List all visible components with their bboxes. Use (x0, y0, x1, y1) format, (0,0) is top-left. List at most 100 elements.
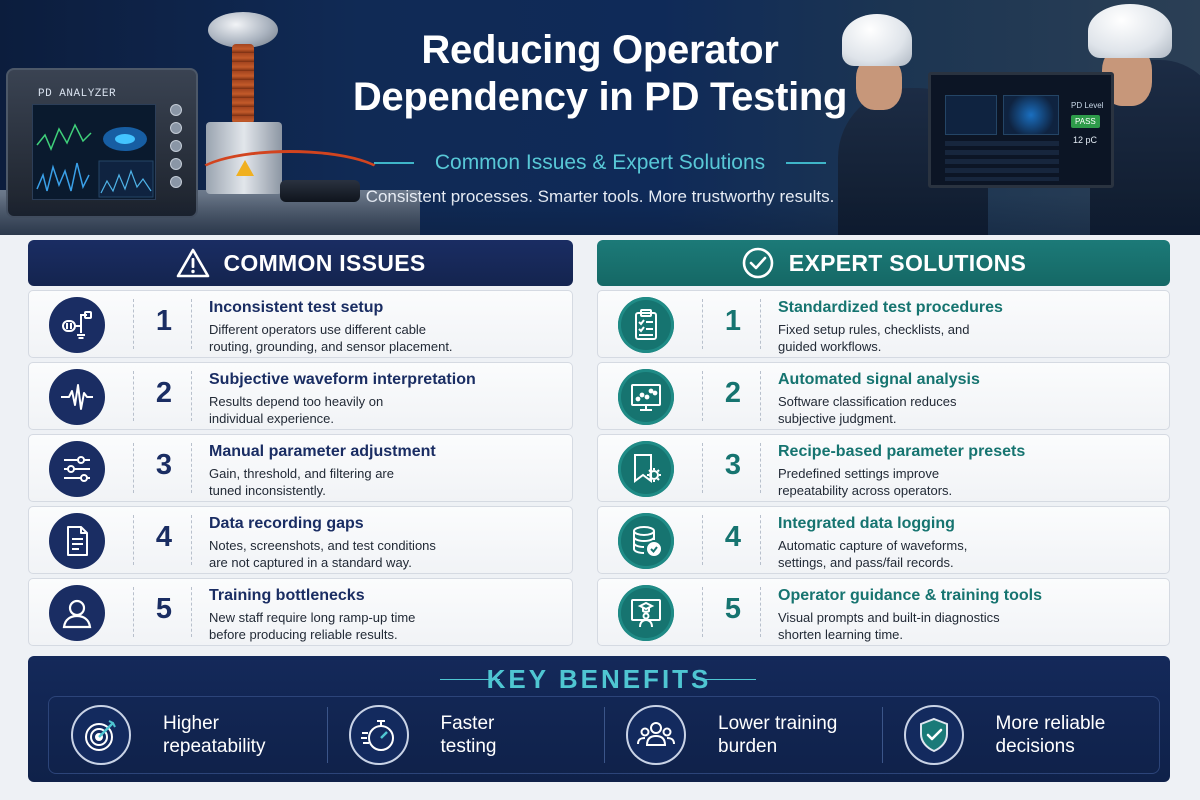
monitor-data-rows (945, 141, 1059, 181)
pass-status-badge: PASS (1071, 115, 1100, 128)
solution-number: 1 (724, 305, 742, 337)
stopwatch-icon (348, 705, 409, 765)
benefit-item: Higher repeatability (49, 697, 327, 773)
benefits-rule-right (696, 679, 756, 680)
common-issues-column: COMMON ISSUES 1 Inconsistent test setup … (28, 240, 573, 646)
benefits-rule-left (440, 679, 500, 680)
hv-bushing-insulator (232, 44, 254, 124)
page-title: Reducing Operator Dependency in PD Testi… (300, 27, 900, 121)
issue-title: Data recording gaps (209, 515, 364, 532)
issue-title: Training bottlenecks (209, 587, 365, 604)
monitor-waveform-plot (945, 95, 997, 135)
issue-description: Gain, threshold, and filtering are tuned … (209, 466, 394, 498)
solution-number: 3 (724, 449, 742, 481)
solution-title: Operator guidance & training tools (778, 587, 1043, 604)
common-issues-title: COMMON ISSUES (223, 249, 426, 276)
solution-title: Standardized test procedures (778, 299, 1003, 316)
key-benefits-panel: KEY BENEFITS Higher repeatability Faster t… (28, 656, 1170, 782)
waveform-icon (49, 369, 105, 425)
solution-title: Recipe-based parameter presets (778, 443, 1026, 460)
solution-card: 3 Recipe-based parameter presets Predefi… (597, 434, 1170, 502)
subtitle-row: Common Issues & Expert Solutions (370, 150, 830, 176)
sliders-icon (49, 441, 105, 497)
bookmark-gear-icon (618, 441, 674, 497)
expert-solutions-column: EXPERT SOLUTIONS 1 Standardized test pro… (597, 240, 1170, 646)
issue-number: 3 (155, 449, 173, 481)
hero-banner: PD ANALYZER PD Level PASS 12 pC (0, 0, 1200, 235)
subtitle-rule-left (374, 162, 414, 164)
issue-number: 5 (155, 593, 173, 625)
issue-card: 5 Training bottlenecks New staff require… (28, 578, 573, 646)
solution-title: Integrated data logging (778, 515, 955, 532)
common-issues-header: COMMON ISSUES (28, 240, 573, 286)
benefit-label: More reliable decisions (995, 713, 1106, 757)
pd-analyzer-device: PD ANALYZER (6, 68, 198, 218)
trainer-screen-icon (618, 585, 674, 641)
analyzer-label: PD ANALYZER (38, 88, 117, 100)
title-line-2: Dependency in PD Testing (352, 75, 848, 119)
solution-number: 4 (724, 521, 742, 553)
issue-title: Manual parameter adjustment (209, 443, 436, 460)
analyzer-screen (32, 104, 156, 200)
pd-level-label: PD Level (1071, 101, 1104, 110)
benefit-label: Higher repeatability (163, 713, 266, 757)
solution-description: Fixed setup rules, checklists, and guided… (778, 322, 970, 354)
solution-description: Software classification reduces subjectiv… (778, 394, 957, 426)
issue-description: Different operators use different cable r… (209, 322, 453, 354)
issue-card: 4 Data recording gaps Notes, screenshots… (28, 506, 573, 574)
issue-card: 2 Subjective waveform interpretation Res… (28, 362, 573, 430)
issue-number: 4 (155, 521, 173, 553)
clipboard-checklist-icon (618, 297, 674, 353)
database-check-icon (618, 513, 674, 569)
issue-card: 3 Manual parameter adjustment Gain, thre… (28, 434, 573, 502)
solution-number: 2 (724, 377, 742, 409)
issue-description: New staff require long ramp-up time befor… (209, 610, 416, 642)
title-line-1: Reducing Operator (421, 28, 779, 72)
benefit-item: Lower training burden (604, 697, 882, 773)
hv-bushing-cap (208, 12, 278, 48)
analyzer-waveform-graphic (36, 123, 154, 198)
issue-number: 2 (155, 377, 173, 409)
expert-solutions-header: EXPERT SOLUTIONS (597, 240, 1170, 286)
benefit-item: Faster testing (326, 697, 605, 773)
shield-check-icon (903, 705, 964, 765)
hard-hat-icon (842, 14, 912, 66)
solution-description: Predefined settings improve repeatability… (778, 466, 953, 498)
issue-description: Results depend too heavily on individual … (209, 394, 384, 426)
solution-card: 4 Integrated data logging Automatic capt… (597, 506, 1170, 574)
check-circle-icon (741, 246, 775, 280)
tagline: Consistent processes. Smarter tools. Mor… (365, 187, 835, 206)
subtitle-rule-right (786, 162, 826, 164)
solution-description: Visual prompts and built-in diagnostics s… (778, 610, 1000, 642)
test-cable (190, 150, 390, 210)
pd-level-value: 12 pC (1073, 135, 1098, 145)
solution-title: Automated signal analysis (778, 371, 980, 388)
user-icon (49, 585, 105, 641)
expert-solutions-title: EXPERT SOLUTIONS (788, 249, 1027, 276)
target-icon (71, 705, 131, 765)
key-benefits-heading-row: KEY BENEFITS (28, 662, 1170, 696)
hard-hat-icon (1088, 4, 1172, 58)
solution-card: 5 Operator guidance & training tools Vis… (597, 578, 1170, 646)
solution-description: Automatic capture of waveforms, settings,… (778, 538, 968, 570)
cable-plug-icon (49, 297, 105, 353)
issue-description: Notes, screenshots, and test conditions a… (209, 538, 436, 570)
benefit-item: More reliable decisions (881, 697, 1160, 773)
benefit-label: Lower training burden (718, 713, 838, 757)
monitor-scatter-icon (618, 369, 674, 425)
issue-number: 1 (155, 305, 173, 337)
document-icon (49, 513, 105, 569)
key-benefits-title: KEY BENEFITS (486, 664, 712, 694)
issue-title: Subjective waveform interpretation (209, 371, 476, 388)
solution-number: 5 (724, 593, 742, 625)
analyzer-knobs (160, 98, 192, 202)
benefits-row: Higher repeatability Faster testing Lower … (48, 696, 1160, 774)
page-subtitle: Common Issues & Expert Solutions (434, 151, 766, 174)
pd-monitor-screen: PD Level PASS 12 pC (928, 72, 1114, 188)
benefit-label: Faster testing (440, 713, 497, 757)
issue-card: 1 Inconsistent test setup Different oper… (28, 290, 573, 358)
team-icon (626, 705, 686, 765)
solution-card: 1 Standardized test procedures Fixed set… (597, 290, 1170, 358)
solution-card: 2 Automated signal analysis Software cla… (597, 362, 1170, 430)
monitor-phase-plot (1003, 95, 1059, 135)
